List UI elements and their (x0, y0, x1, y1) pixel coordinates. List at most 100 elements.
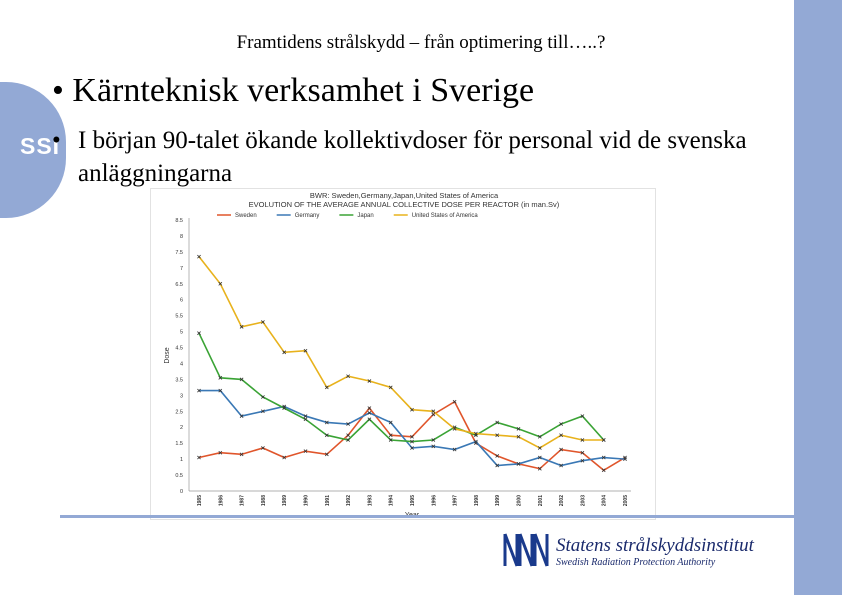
data-point (367, 406, 372, 410)
data-point (559, 422, 563, 426)
x-tick-label: 2003 (580, 495, 586, 506)
data-point (346, 433, 350, 438)
legend-entry: Sweden (235, 213, 257, 219)
logo-name: Statens strålskyddsinstitut (556, 535, 754, 556)
data-point (197, 331, 201, 336)
y-tick-label: 0.5 (175, 473, 183, 479)
data-point (474, 439, 478, 444)
x-tick-label: 1986 (218, 495, 224, 506)
data-point (261, 320, 265, 324)
data-point (537, 466, 542, 471)
data-point (367, 417, 372, 422)
data-point (367, 379, 372, 383)
data-point (388, 433, 393, 438)
data-point (431, 444, 436, 449)
y-tick-label: 5 (180, 330, 183, 336)
data-point (197, 455, 201, 460)
data-point (410, 434, 414, 439)
x-tick-label: 2004 (602, 495, 608, 506)
bullet-text: Kärnteknisk verksamhet i Sverige (72, 72, 535, 109)
data-point (431, 438, 436, 442)
ssi-logo-icon (502, 532, 550, 568)
data-point (537, 455, 542, 460)
data-point (580, 414, 585, 418)
bullet-item-1: • Kärnteknisk verksamhet i Sverige (52, 72, 534, 110)
data-point (495, 463, 500, 468)
x-tick-label: 2001 (538, 495, 544, 506)
data-point (452, 426, 457, 431)
data-point (580, 450, 585, 455)
data-point (388, 420, 393, 425)
data-point (324, 433, 329, 438)
data-point (410, 446, 414, 450)
data-point (261, 395, 265, 399)
y-tick-label: 6 (180, 298, 183, 304)
data-point (516, 462, 521, 466)
data-point (261, 446, 265, 450)
bullet-marker: • (52, 72, 64, 109)
y-tick-label: 1 (180, 457, 183, 463)
data-point (346, 374, 350, 379)
y-tick-label: 4.5 (175, 346, 183, 352)
data-point (282, 406, 287, 410)
data-point (580, 458, 585, 463)
x-tick-label: 1996 (431, 495, 437, 506)
data-point (282, 455, 287, 460)
data-point (239, 377, 244, 382)
data-point (218, 388, 223, 393)
x-tick-label: 1994 (389, 495, 395, 506)
data-point (431, 409, 436, 414)
data-point (218, 450, 223, 455)
data-point (303, 449, 308, 454)
data-point (623, 457, 627, 462)
data-point (197, 388, 201, 393)
x-tick-label: 1991 (325, 495, 331, 506)
y-tick-label: 8 (180, 234, 183, 240)
right-accent-bar (794, 0, 842, 595)
data-point (346, 438, 350, 442)
data-point (474, 431, 478, 436)
y-tick-label: 1.5 (175, 441, 183, 447)
data-point (410, 407, 414, 412)
chart-container: BWR: Sweden,Germany,Japan,United States … (150, 188, 656, 520)
data-point (559, 447, 563, 452)
data-point (388, 385, 393, 390)
x-tick-label: 2005 (623, 495, 629, 506)
x-tick-label: 1993 (367, 495, 373, 506)
page-title: Framtidens strålskydd – från optimering … (236, 32, 606, 53)
y-tick-label: 3 (180, 393, 183, 399)
y-tick-label: 7 (180, 266, 183, 272)
x-tick-label: 1999 (495, 495, 501, 506)
x-tick-label: 2002 (559, 495, 565, 506)
data-point (495, 454, 500, 458)
x-tick-label: 1990 (304, 495, 310, 506)
data-point (516, 426, 521, 431)
data-point (303, 417, 308, 422)
y-tick-label: 0 (180, 489, 183, 495)
data-point (537, 434, 542, 439)
chart-subtitle: EVOLUTION OF THE AVERAGE ANNUAL COLLECTI… (249, 200, 560, 209)
x-tick-label: 1997 (453, 495, 459, 506)
dose-line-chart: BWR: Sweden,Germany,Japan,United States … (164, 191, 631, 519)
x-tick-label: 1989 (282, 495, 288, 506)
x-tick-label: 1992 (346, 495, 352, 506)
data-point (346, 422, 350, 426)
data-point (261, 409, 265, 414)
y-tick-label: 3.5 (175, 377, 183, 383)
logo-subtitle: Swedish Radiation Protection Authority (556, 557, 716, 568)
data-point (601, 438, 606, 442)
x-tick-label: 1985 (197, 495, 203, 506)
x-tick-label: 1988 (261, 495, 267, 506)
footer-divider (60, 515, 794, 518)
data-point (559, 433, 563, 438)
data-point (388, 438, 393, 442)
y-axis-label: Dose (164, 347, 171, 363)
data-point (239, 414, 244, 418)
data-point (410, 439, 414, 444)
x-tick-label: 1987 (240, 495, 246, 506)
data-point (303, 414, 308, 418)
x-tick-label: 1998 (474, 495, 480, 506)
data-point (601, 455, 606, 460)
data-point (303, 348, 308, 353)
data-point (218, 281, 223, 286)
